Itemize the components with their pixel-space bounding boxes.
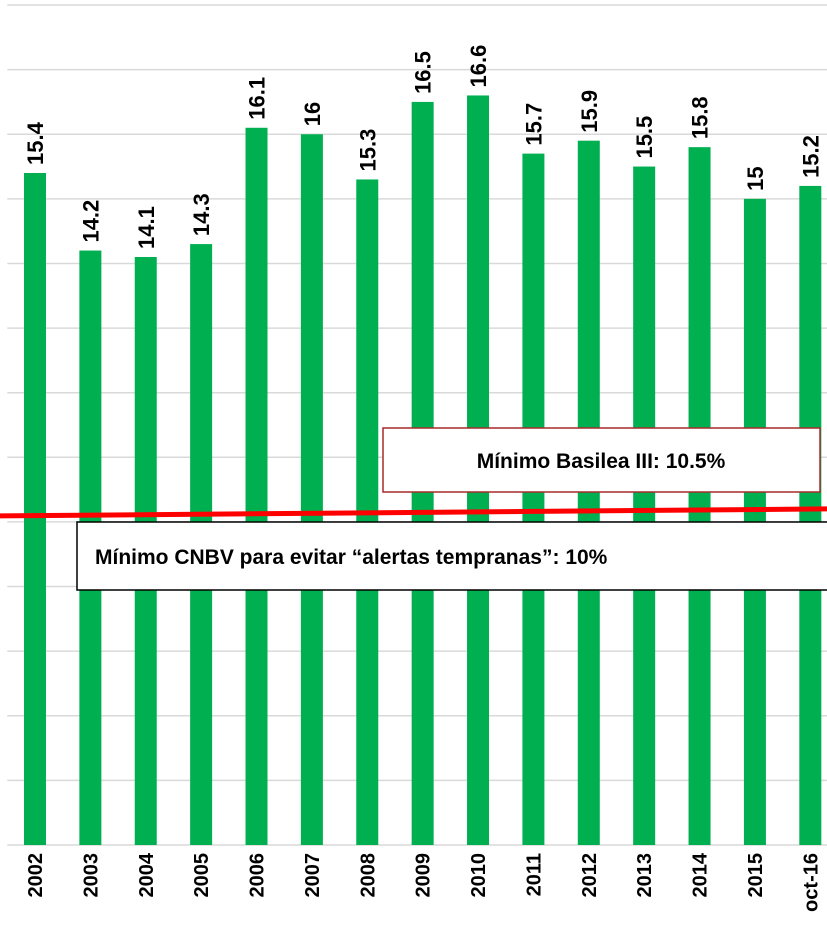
- x-tick-label: 2012: [579, 853, 601, 898]
- x-tick-label: 2014: [690, 852, 712, 897]
- x-tick-label: 2011: [523, 853, 545, 896]
- bar: [633, 166, 656, 846]
- x-tick-label: 2005: [191, 853, 213, 898]
- x-tick-label: oct-16: [800, 853, 822, 912]
- data-label: 15.8: [688, 96, 713, 139]
- bar: [577, 140, 600, 845]
- data-label: 14.3: [189, 193, 214, 236]
- data-label: 15.4: [23, 121, 48, 165]
- x-tick-label: 2002: [25, 853, 47, 898]
- bar: [522, 153, 545, 846]
- data-label: 14.2: [78, 200, 103, 243]
- bar: [688, 147, 711, 846]
- annotation: Mínimo CNBV para evitar “alertas tempran…: [95, 546, 608, 569]
- annotation-box: [76, 521, 827, 591]
- data-label: 16.5: [411, 51, 436, 94]
- data-label: 15.9: [577, 90, 602, 133]
- data-label: 15.2: [798, 135, 823, 178]
- data-label: 16: [300, 102, 325, 126]
- x-tick-label: 2015: [745, 853, 767, 898]
- x-tick-label: 2008: [357, 853, 379, 898]
- labels: 15.4 2002 14.2 2003 14.1 2004 14.3 2005 16.1 2006…: [23, 45, 823, 912]
- bar: [300, 134, 323, 845]
- bar: [23, 173, 46, 845]
- data-label: 16.1: [245, 77, 270, 120]
- bar: [799, 185, 822, 845]
- annotation-box: [382, 427, 821, 493]
- x-tick-label: 2003: [80, 853, 102, 898]
- reference-line: [0, 506, 827, 519]
- data-label: 15.5: [632, 116, 657, 159]
- x-tick-label: 2013: [634, 853, 656, 898]
- x-tick-label: 2010: [468, 853, 490, 898]
- data-label: 15.3: [355, 129, 380, 172]
- x-tick-label: 2009: [413, 853, 435, 898]
- bar: [245, 127, 268, 846]
- data-label: 15.7: [521, 103, 546, 146]
- data-label: 16.6: [466, 45, 491, 88]
- data-label: 15: [743, 166, 768, 190]
- x-tick-label: 2006: [247, 853, 269, 898]
- x-tick-label: 2004: [136, 852, 158, 897]
- data-label: 14.1: [134, 206, 159, 249]
- reference: Mínimo Basilea III: 10.5% Mínimo CNBV par…: [0, 427, 827, 591]
- x-tick-label: 2007: [302, 853, 324, 898]
- annotation: Mínimo Basilea III: 10.5%: [477, 450, 726, 473]
